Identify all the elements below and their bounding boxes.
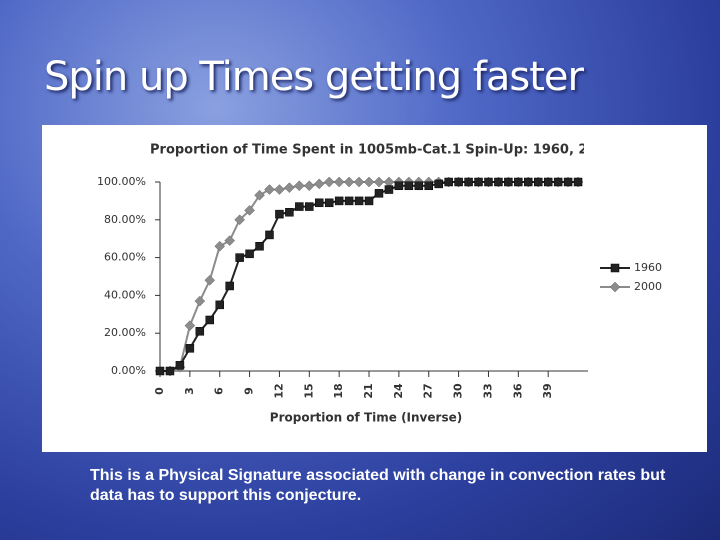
- data-point: [184, 320, 196, 331]
- y-tick-label: 0.00%: [111, 364, 146, 377]
- data-point: [214, 240, 226, 252]
- data-point: [434, 179, 443, 189]
- x-axis-label: Proportion of Time (Inverse): [270, 411, 462, 425]
- data-point: [424, 181, 433, 191]
- data-point: [303, 180, 315, 192]
- chart-background: [42, 125, 707, 452]
- data-point: [275, 209, 284, 219]
- x-tick-label: 21: [362, 383, 375, 398]
- y-tick-label: 40.00%: [104, 288, 146, 301]
- data-point: [374, 189, 384, 198]
- data-point: [305, 202, 314, 211]
- data-point: [514, 177, 523, 187]
- data-point: [185, 344, 195, 353]
- x-tick-label: 33: [481, 383, 494, 398]
- data-point: [573, 177, 583, 187]
- data-point: [323, 176, 335, 188]
- legend-label: 1960: [634, 261, 662, 274]
- data-point: [224, 235, 236, 246]
- x-tick-label: 39: [541, 383, 554, 398]
- x-tick-label: 15: [302, 383, 315, 398]
- x-tick-label: 6: [213, 387, 226, 395]
- data-point: [285, 207, 294, 217]
- data-point: [313, 178, 325, 190]
- data-point: [195, 327, 205, 336]
- data-point: [324, 198, 334, 208]
- data-point: [215, 300, 224, 310]
- data-point: [363, 176, 375, 188]
- data-point: [225, 281, 234, 291]
- x-tick-label: 36: [511, 383, 524, 399]
- data-point: [454, 177, 463, 187]
- x-tick-label: 12: [272, 383, 285, 398]
- data-point: [333, 176, 345, 188]
- legend-marker: [610, 263, 620, 273]
- data-point: [255, 242, 264, 251]
- data-point: [295, 202, 304, 211]
- slide-title: Spin up Times getting faster: [44, 54, 584, 100]
- x-tick-label: 30: [452, 383, 465, 399]
- data-point: [293, 180, 305, 192]
- data-point: [165, 366, 175, 376]
- caption: This is a Physical Signature associated …: [90, 467, 666, 504]
- data-point: [343, 176, 355, 188]
- data-point: [315, 198, 324, 208]
- data-point: [155, 366, 165, 376]
- data-point: [394, 181, 404, 191]
- data-point: [533, 177, 543, 187]
- data-point: [245, 249, 254, 259]
- x-tick-label: 27: [422, 383, 435, 398]
- data-point: [344, 196, 354, 206]
- data-point: [524, 177, 533, 187]
- data-point: [175, 361, 185, 370]
- data-point: [334, 196, 344, 206]
- data-point: [194, 295, 206, 307]
- x-tick-label: 24: [392, 383, 405, 399]
- data-point: [404, 181, 414, 191]
- data-point: [494, 177, 503, 187]
- x-tick-label: 3: [183, 387, 196, 395]
- data-point: [244, 204, 255, 216]
- x-tick-label: 18: [332, 383, 345, 398]
- data-point: [504, 177, 513, 187]
- data-point: [364, 196, 374, 206]
- data-point: [543, 177, 553, 187]
- chart-title: Proportion of Time Spent in 1005mb-Cat.1…: [150, 143, 615, 158]
- data-point: [484, 177, 493, 187]
- data-point: [234, 214, 245, 226]
- data-point: [444, 177, 453, 187]
- y-tick-label: 60.00%: [104, 251, 146, 264]
- data-point: [205, 315, 215, 325]
- data-point: [464, 177, 473, 187]
- data-point: [284, 182, 295, 194]
- legend-label: 2000: [634, 280, 662, 293]
- data-point: [354, 196, 364, 206]
- legend-marker: [609, 281, 621, 293]
- x-tick-label: 9: [243, 387, 256, 395]
- data-point: [563, 177, 573, 187]
- data-point: [264, 184, 275, 195]
- data-point: [353, 176, 365, 188]
- data-point: [384, 185, 394, 194]
- data-point: [474, 177, 483, 187]
- y-tick-label: 20.00%: [104, 326, 146, 339]
- x-tick-label: 0: [153, 387, 166, 395]
- y-tick-label: 80.00%: [104, 213, 146, 226]
- data-point: [235, 253, 244, 262]
- y-tick-label: 100.00%: [97, 175, 146, 188]
- data-point: [553, 177, 563, 187]
- data-point: [373, 176, 385, 188]
- data-point: [254, 189, 265, 201]
- data-point: [204, 274, 216, 286]
- data-point: [265, 230, 274, 240]
- data-point: [274, 184, 285, 195]
- data-point: [414, 181, 424, 191]
